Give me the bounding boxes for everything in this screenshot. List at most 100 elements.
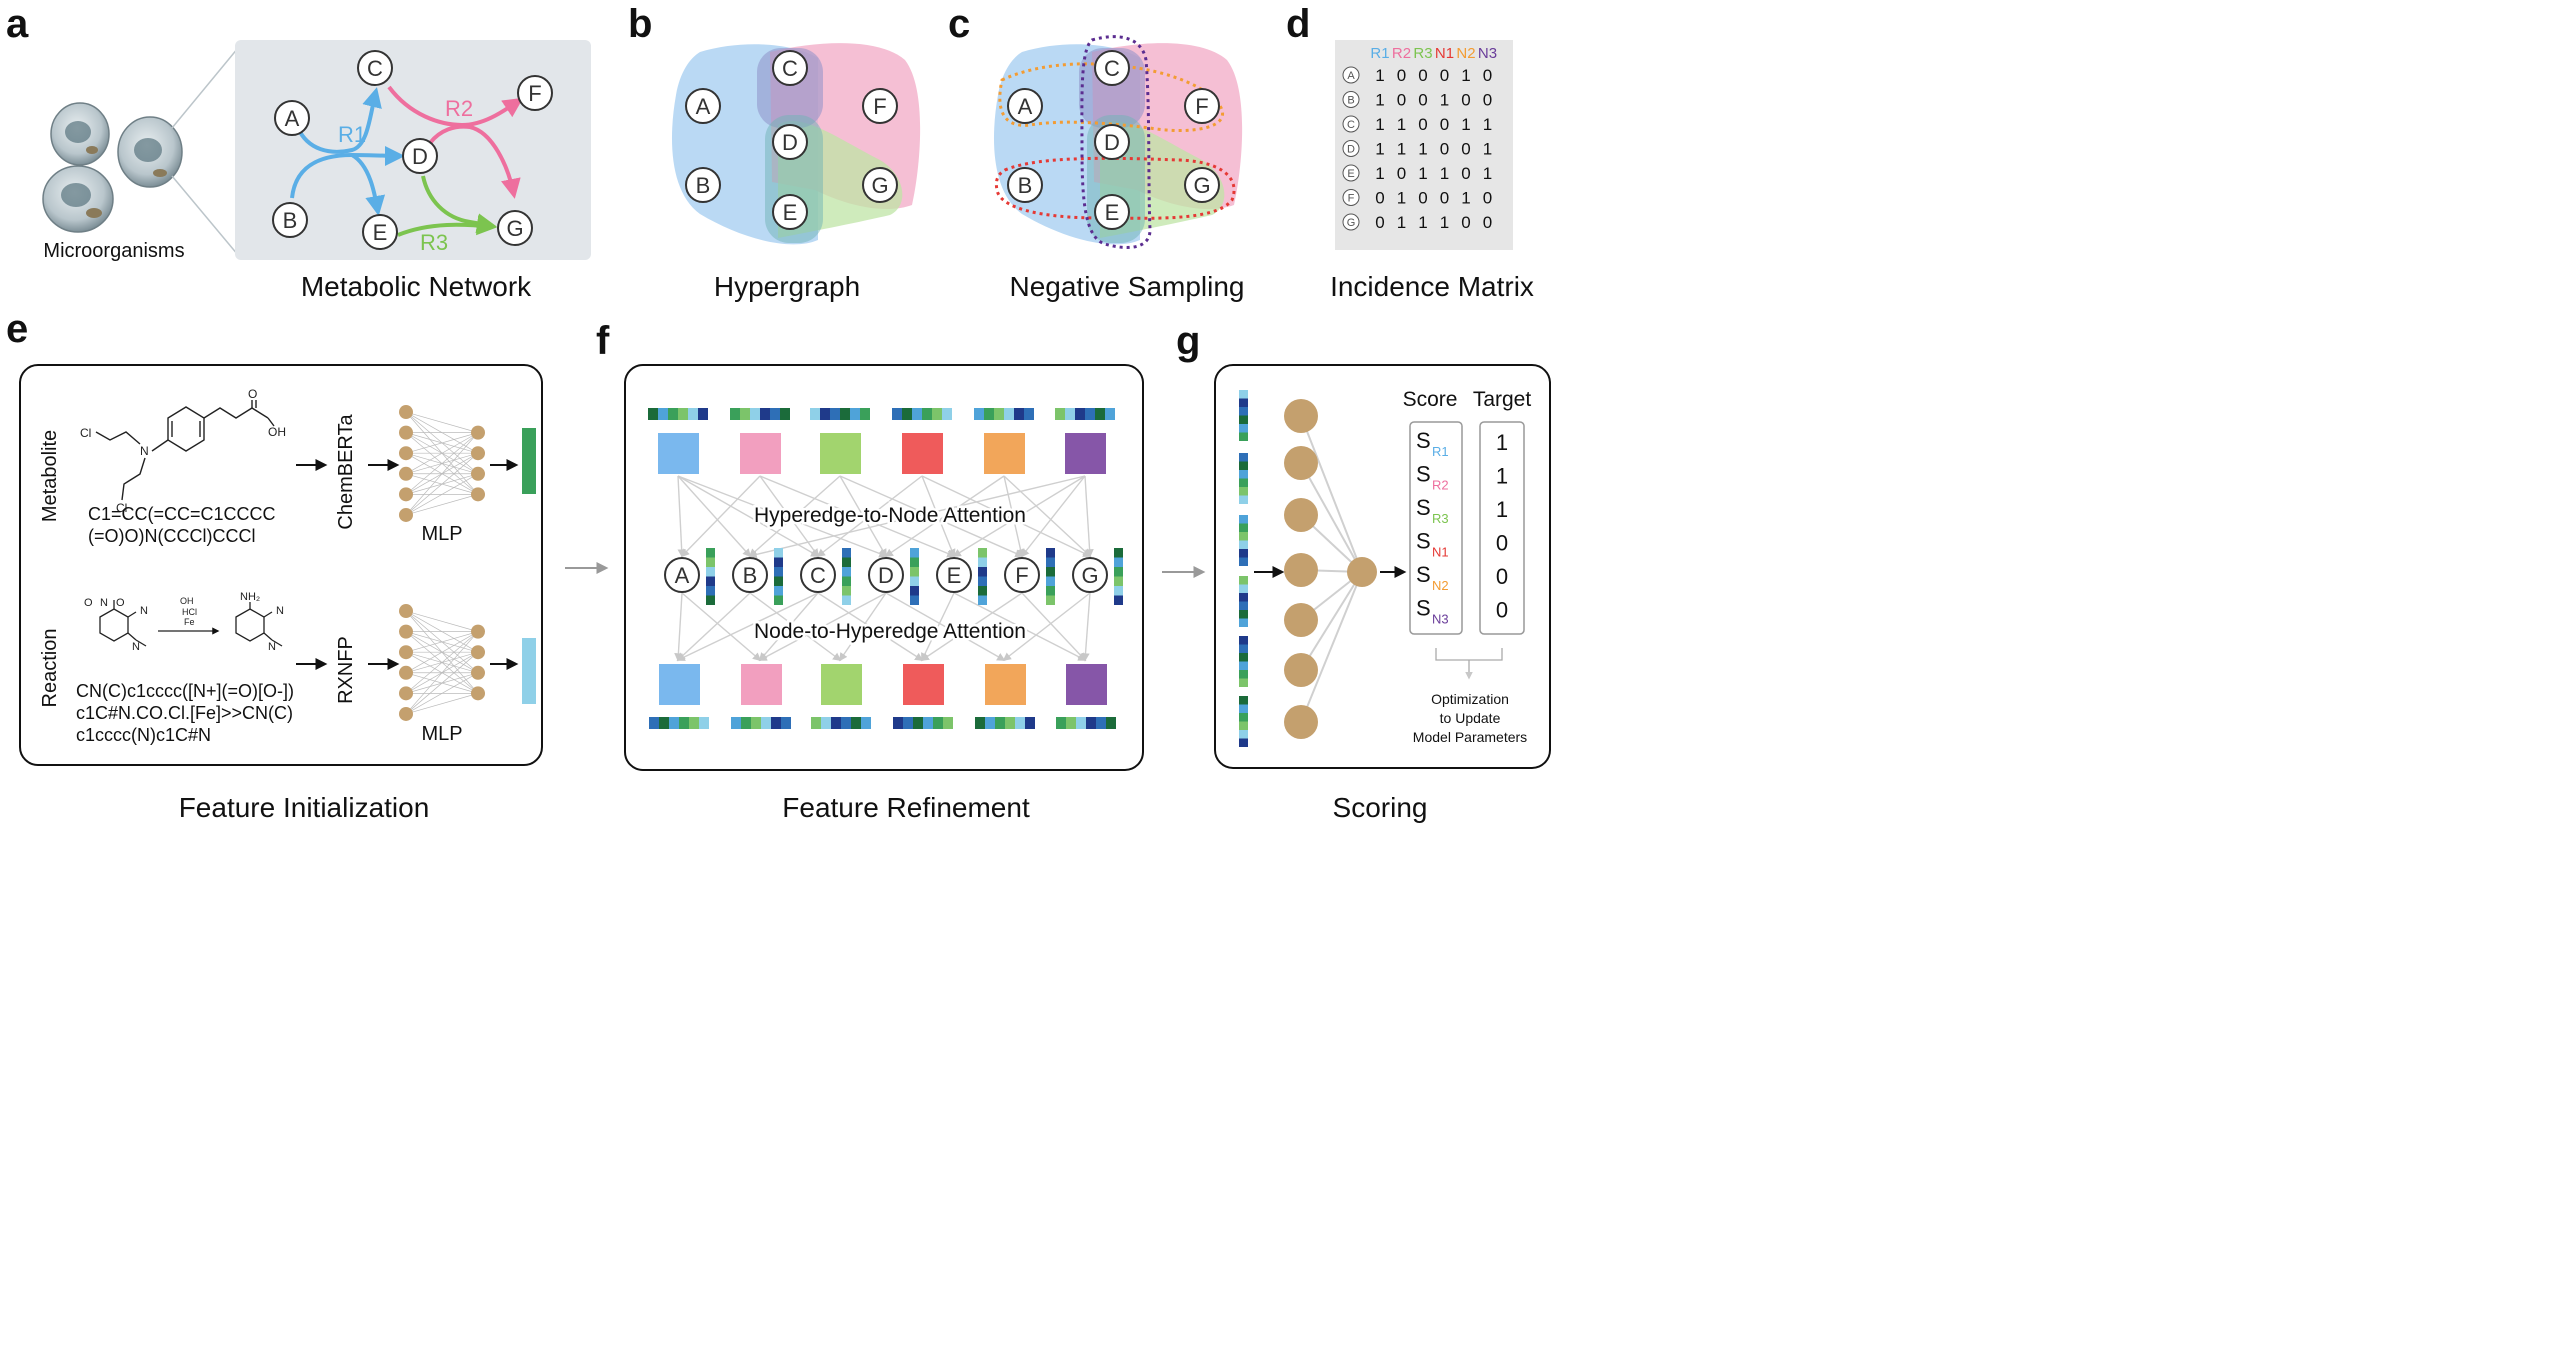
panel-letter-a: a [6,2,29,46]
hyperedge-top-vector-3 [810,408,870,420]
embedding-column-4 [1239,576,1248,627]
target-column [1479,421,1525,635]
product-nitrile-n: N [276,605,284,617]
matrix-cell: 0 [1397,164,1406,183]
hypergraph-node-e: E [772,194,808,230]
optimization-line-3: Model Parameters [1413,729,1527,745]
node-vector-g [1114,548,1123,605]
mlp-neuron [399,604,413,619]
matrix-cell: 0 [1461,213,1470,232]
mlp-neuron [471,425,485,440]
matrix-cell: 0 [1397,91,1406,110]
target-value: 0 [1496,564,1508,589]
score-subscript: R1 [1432,444,1449,459]
node-features: A B C D E F G [664,548,1123,605]
refine-node-e-label: E [947,563,962,588]
hyperedge-features-bottom [649,664,1116,729]
cell-3 [42,165,114,233]
sampling-node-d-label: D [1104,130,1120,155]
mlp-network-reaction [399,604,485,721]
feature-refinement-box [624,364,1144,771]
score-row-n1: S N1 0 [1416,529,1508,560]
refine-node-f: F [1004,557,1040,593]
matrix-cell: 1 [1461,66,1470,85]
atom-cl-1: Cl [80,426,91,440]
panel-f: f A B C D E F G Hyperedge-to-Node Attention No… [596,319,1144,823]
matrix-cell: 0 [1483,91,1492,110]
matrix-row-node-label: A [1347,70,1355,82]
reactant-structure [99,600,147,647]
matrix-cell: 1 [1397,213,1406,232]
hypergraph-node-c-label: C [782,56,798,81]
embedding-column-1 [1239,390,1248,441]
network-node-d: D [402,138,438,174]
score-row-r1: S R1 1 [1416,428,1508,459]
node-to-hyperedge-attention-label: Node-to-Hyperedge Attention [754,620,1026,643]
hyperedge-top-2 [740,433,781,474]
matrix-cell: 1 [1418,164,1427,183]
sampling-node-a-label: A [1018,94,1033,119]
sampling-node-f: F [1184,88,1220,124]
refine-node-c: C [800,557,836,593]
embedding-column-2 [1239,453,1248,504]
matrix-cell: 1 [1375,115,1384,134]
negative-edge-n3-outline [1080,35,1152,249]
matrix-row-node-label: D [1347,144,1355,156]
hidden-neuron-2 [1284,446,1318,480]
network-node-b-label: B [283,208,298,233]
mlp-neuron [471,665,485,680]
scoring-network [1284,399,1377,739]
atom-cl-2: Cl [116,501,127,515]
network-nodes: A B C D E F G [272,50,553,250]
refine-node-b: B [732,557,768,593]
target-value: 0 [1496,598,1508,623]
product-amine-n: N [268,641,276,653]
hyperedge-top-3 [820,433,861,474]
embedding-column-3 [1239,515,1248,566]
caption-scoring: Scoring [1333,792,1428,823]
score-symbol: S [1416,562,1431,587]
target-value: 1 [1496,464,1508,489]
matrix-cell: 1 [1418,140,1427,159]
matrix-cell: 1 [1375,140,1384,159]
sampling-node-a: A [1007,88,1043,124]
panel-letter-d: d [1286,2,1310,46]
attention-connections [674,475,1094,662]
network-node-b: B [272,202,308,238]
panel-c: c A B C D E F G Negative Sampling [948,2,1245,302]
refine-node-g: G [1072,557,1108,593]
microorganism-cells [42,102,183,233]
reaction-feature-vector [522,638,536,704]
matrix-cell: 1 [1483,115,1492,134]
optimization-line-1: Optimization [1431,691,1509,707]
node-vector-b [774,548,783,605]
reagent-fe: Fe [184,617,195,627]
matrix-cell: 0 [1418,115,1427,134]
matrix-cell: 0 [1483,189,1492,208]
hyperedge-features-top [648,408,1115,474]
score-row-n3: S N3 0 [1416,596,1508,627]
encoder-chemberta: ChemBERTa [335,414,357,530]
hyperedge-bottom-vector-5 [975,717,1035,729]
mlp-neuron [399,405,413,420]
matrix-cell: 1 [1483,140,1492,159]
sampling-node-c: C [1094,50,1130,86]
score-row-r2: S R2 1 [1416,462,1508,493]
mlp-neuron [399,624,413,639]
hyperedge-bottom-4 [903,664,944,705]
mlp-neuron [399,665,413,680]
negative-edge-n1-outline [994,156,1236,220]
score-symbol: S [1416,596,1431,621]
target-value: 0 [1496,531,1508,556]
scoring-box [1214,364,1551,769]
refine-node-a-label: A [675,563,690,588]
hidden-neuron-5 [1284,603,1318,637]
reaction-label-r1: R1 [338,122,366,147]
score-symbol: S [1416,529,1431,554]
hypergraph-nodes: A B C D E F G [685,50,898,230]
matrix-cell: 1 [1375,91,1384,110]
matrix-cell: 0 [1375,189,1384,208]
